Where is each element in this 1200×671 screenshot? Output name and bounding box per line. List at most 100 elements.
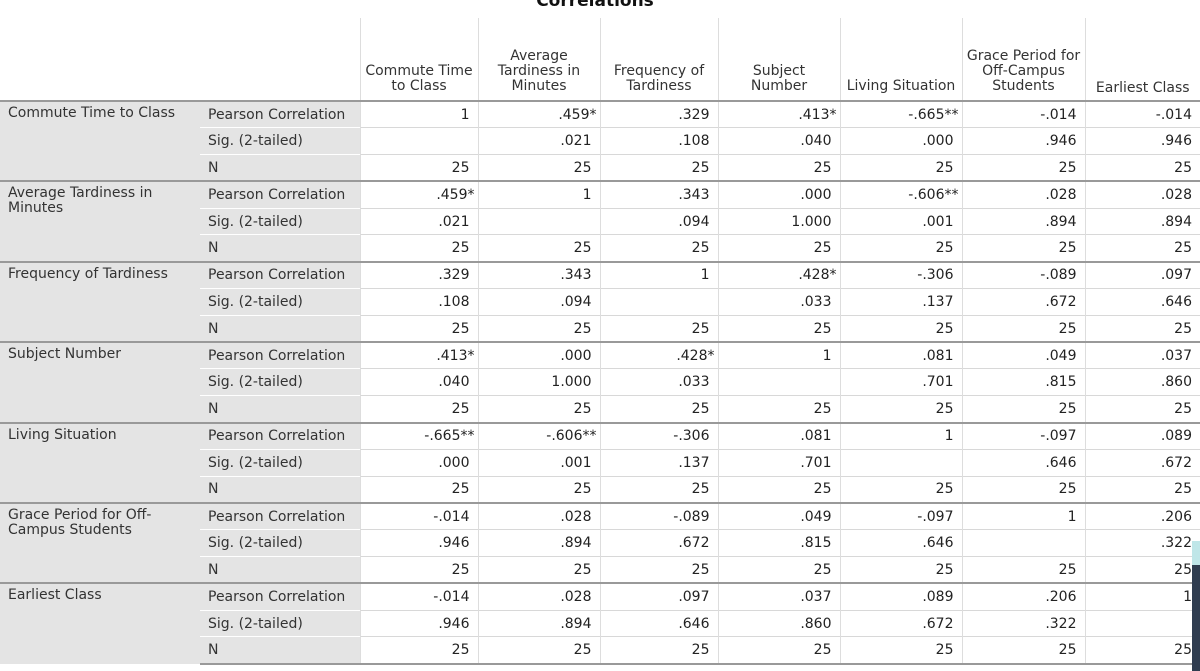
column-header: Grace Period for Off-Campus Students [961, 18, 1085, 101]
table-cell: 25 [477, 475, 600, 503]
table-cell: 25 [961, 475, 1085, 503]
statistic-label: Pearson Correlation [200, 180, 360, 209]
table-cell: 25 [477, 556, 600, 584]
table-cell: -.089 [599, 501, 718, 530]
table-cell: .815 [717, 529, 840, 557]
table-cell: 25 [961, 556, 1085, 584]
table-cell: 25 [1084, 556, 1200, 584]
table-cell: 25 [1084, 636, 1200, 665]
table-title: Correlations [536, 0, 654, 11]
row-variable-label: Commute Time to Class [0, 99, 200, 182]
table-cell: .033 [717, 288, 840, 316]
statistic-label: Sig. (2-tailed) [200, 529, 360, 557]
table-row: Sig. (2-tailed) .040 1.000.033 .701.815.860 [0, 368, 1200, 396]
table-row: Sig. (2-tailed) .021.094 1.000.001.894.894 [0, 207, 1200, 235]
header-row: Commute Time to Class Average Tardiness i… [0, 18, 1200, 101]
statistic-label: N [200, 395, 360, 423]
table-cell: .089 [1084, 421, 1200, 450]
statistic-label: Pearson Correlation [200, 501, 360, 530]
table-cell [1084, 609, 1200, 637]
table-cell: .701 [839, 368, 962, 396]
table-cell: .672 [1084, 448, 1200, 477]
table-cell: .040 [359, 368, 478, 396]
table-cell: .860 [1084, 368, 1200, 396]
table-cell: -.089 [961, 260, 1085, 289]
table-cell: 25 [839, 314, 962, 343]
table-cell: .343 [477, 260, 600, 289]
table-row: Average Tardiness in Minutes Pearson Corr… [0, 180, 1200, 262]
statistic-label: Sig. (2-tailed) [200, 288, 360, 316]
table-cell: 25 [961, 154, 1085, 182]
table-cell: .428* [717, 260, 840, 289]
table-cell [359, 127, 478, 155]
table-cell: 25 [359, 475, 478, 503]
table-cell: 25 [477, 314, 600, 343]
column-header: Earliest Class [1084, 18, 1200, 101]
table-cell: .021 [359, 207, 478, 235]
table-row: Frequency of Tardiness Pearson Correlatio… [0, 260, 1200, 343]
table-cell: 25 [717, 556, 840, 584]
table-row: Sig. (2-tailed) .021.108.040.000.946.946 [0, 127, 1200, 155]
overlay-panel [1192, 565, 1200, 671]
table-cell: 25 [599, 475, 718, 503]
table-cell: .343 [599, 180, 718, 209]
table-cell: .860 [717, 609, 840, 637]
table-cell: .108 [599, 127, 718, 155]
table-cell: .108 [359, 288, 478, 316]
table-cell: .037 [717, 582, 840, 611]
statistic-label: Sig. (2-tailed) [200, 609, 360, 637]
table-cell: 25 [599, 314, 718, 343]
table-cell: .021 [477, 127, 600, 155]
table-cell: 25 [961, 395, 1085, 423]
statistic-label: N [200, 556, 360, 584]
statistic-label: Sig. (2-tailed) [200, 448, 360, 477]
table-cell: .049 [961, 341, 1085, 369]
table-cell: -.097 [961, 421, 1085, 450]
table-cell: 1 [1084, 582, 1200, 611]
table-cell: 1 [599, 260, 718, 289]
table-cell: 25 [1084, 395, 1200, 423]
statistic-label: Pearson Correlation [200, 100, 360, 128]
table-cell: .000 [839, 127, 962, 155]
table-cell: 25 [1084, 314, 1200, 343]
table-row: N 25 25 25 25 25 25 25 [0, 314, 1200, 343]
table-cell: .081 [717, 421, 840, 450]
table-row: Subject Number Pearson Correlation .413* .0… [0, 341, 1200, 423]
table-cell: -.665** [839, 100, 962, 128]
table-cell: -.606** [839, 180, 962, 209]
table-row: Commute Time to Class Pearson Correlation… [0, 99, 1200, 182]
table-cell: 25 [359, 395, 478, 423]
overlay-strip [1192, 541, 1200, 565]
row-variable-label: Living Situation [0, 421, 200, 503]
statistic-label: N [200, 154, 360, 182]
table-cell: 1 [961, 501, 1085, 530]
table-cell: 25 [961, 234, 1085, 262]
statistic-label: Sig. (2-tailed) [200, 127, 360, 155]
table-cell: -.014 [359, 501, 478, 530]
table-cell: .097 [1084, 260, 1200, 289]
table-cell: 1 [359, 100, 478, 128]
table-cell: .428* [599, 341, 718, 369]
table-cell: .329 [359, 260, 478, 289]
table-cell: 25 [359, 314, 478, 343]
table-row: Sig. (2-tailed) .946.894.646.860.672.322 [0, 609, 1200, 637]
table-cell: .946 [359, 529, 478, 557]
table-cell: .672 [839, 609, 962, 637]
table-cell: 25 [717, 234, 840, 262]
table-cell: .701 [717, 448, 840, 477]
table-cell: 25 [717, 314, 840, 343]
statistic-label: Pearson Correlation [200, 260, 360, 289]
table-cell: 25 [839, 475, 962, 503]
table-cell: -.014 [359, 582, 478, 611]
table-cell: .049 [717, 501, 840, 530]
table-cell: 25 [839, 234, 962, 262]
table-row: Sig. (2-tailed) .946.894.672.815.646 .322 [0, 529, 1200, 557]
table-cell: .815 [961, 368, 1085, 396]
table-cell: -.665** [359, 421, 478, 450]
statistic-label: N [200, 636, 360, 665]
table-cell: 25 [599, 234, 718, 262]
table-cell: 25 [839, 154, 962, 182]
table-cell: 1 [477, 180, 600, 209]
column-header: Frequency of Tardiness [599, 18, 718, 101]
table-cell: 25 [359, 234, 478, 262]
